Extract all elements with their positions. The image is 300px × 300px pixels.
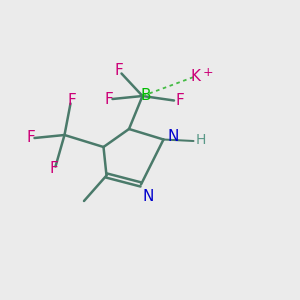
Text: N: N: [142, 189, 154, 204]
Text: F: F: [26, 130, 35, 146]
Text: B: B: [140, 88, 151, 104]
Text: K: K: [190, 69, 200, 84]
Text: F: F: [104, 92, 113, 106]
Text: H: H: [196, 133, 206, 146]
Text: N: N: [167, 129, 178, 144]
Text: F: F: [176, 93, 184, 108]
Text: F: F: [114, 63, 123, 78]
Text: +: +: [202, 65, 213, 79]
Text: F: F: [68, 93, 76, 108]
Text: F: F: [50, 161, 58, 176]
